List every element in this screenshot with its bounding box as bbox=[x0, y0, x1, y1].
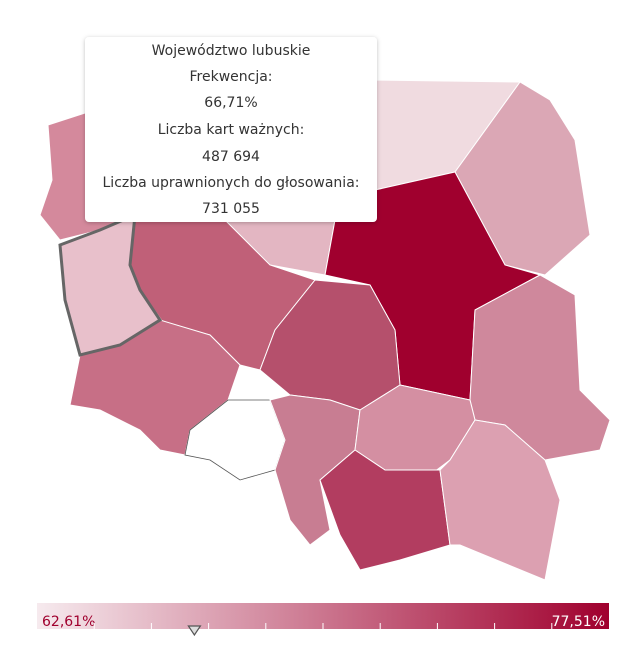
legend-marker bbox=[187, 625, 202, 637]
legend: 62,61% 77,51% bbox=[37, 603, 609, 637]
region[interactable] bbox=[269, 394, 361, 546]
selected-region[interactable] bbox=[58, 212, 163, 357]
map bbox=[39, 79, 611, 581]
tooltip-title: Województwo lubuskie bbox=[152, 43, 311, 59]
tooltip-value: 487 694 bbox=[202, 149, 260, 165]
region[interactable] bbox=[319, 449, 451, 571]
tooltip-box bbox=[85, 37, 377, 222]
tooltip: Województwo lubuskie Frekwencja: 66,71% … bbox=[85, 37, 377, 222]
tooltip-value: 66,71% bbox=[204, 95, 257, 111]
region[interactable] bbox=[439, 419, 561, 581]
legend-max-label: 77,51% bbox=[552, 614, 605, 630]
tooltip-label: Liczba uprawnionych do głosowania: bbox=[103, 175, 360, 191]
legend-min-label: 62,61% bbox=[42, 614, 95, 630]
tooltip-label: Liczba kart ważnych: bbox=[158, 122, 305, 138]
tooltip-value: 731 055 bbox=[202, 201, 260, 217]
tooltip-label: Frekwencja: bbox=[189, 69, 272, 85]
